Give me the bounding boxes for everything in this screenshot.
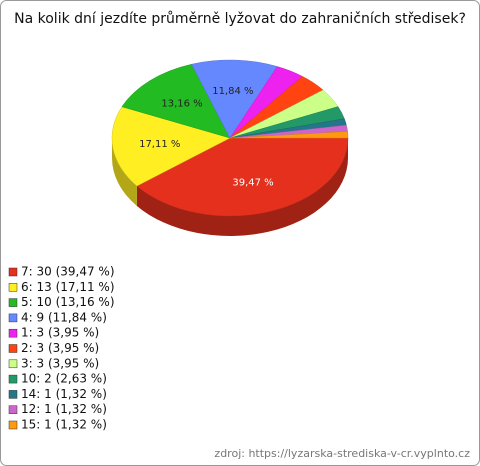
pie-slice: [121, 63, 231, 139]
data-label: 17,11 %: [139, 139, 180, 150]
legend-label: 14: 1 (1,32 %): [21, 387, 107, 401]
legend-swatch: [8, 267, 18, 277]
chart-title: Na kolik dní jezdíte průměrně lyžovat do…: [14, 11, 466, 27]
legend-swatch: [8, 328, 18, 338]
legend-swatch: [8, 313, 18, 323]
pie-slice: [229, 131, 349, 139]
data-label: 13,16 %: [161, 99, 202, 110]
legend-swatch: [8, 390, 18, 399]
data-label: 11,84 %: [212, 86, 253, 97]
pie-slice: [136, 137, 349, 217]
legend-label: 1: 3 (3,95 %): [21, 326, 99, 340]
data-label: 39,47 %: [232, 177, 273, 188]
legend-label: 15: 1 (1,32 %): [21, 418, 107, 432]
legend-label: 6: 13 (17,11 %): [21, 280, 115, 294]
source: zdroj: https://lyzarska-strediska-v-cr.v…: [214, 447, 470, 460]
legend-label: 2: 3 (3,95 %): [21, 341, 99, 355]
legend-label: 3: 3 (3,95 %): [21, 356, 99, 370]
legend-swatch: [8, 359, 18, 369]
legend-label: 10: 2 (2,63 %): [21, 372, 107, 386]
legend-swatch: [8, 405, 18, 414]
legend-label: 7: 30 (39,47 %): [21, 265, 115, 279]
legend-swatch: [8, 344, 18, 353]
legend-swatch: [8, 420, 18, 430]
legend-label: 12: 1 (1,32 %): [21, 402, 107, 416]
pie-slice: [111, 106, 231, 187]
pie-side: [112, 138, 137, 206]
legend-swatch: [8, 283, 18, 292]
legend-label: 4: 9 (11,84 %): [21, 310, 107, 324]
pie-slice: [191, 59, 278, 139]
legend-swatch: [8, 374, 18, 384]
legend-swatch: [8, 298, 18, 307]
legend-label: 5: 10 (13,16 %): [21, 295, 115, 309]
